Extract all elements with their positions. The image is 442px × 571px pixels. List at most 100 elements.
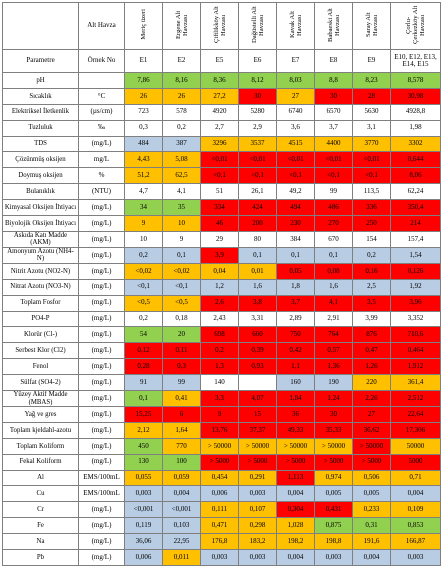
value-cell: 3,1	[352, 119, 391, 137]
value-cell: 494	[276, 199, 315, 217]
data-row: Kimyasal Oksijen İhtiyacı (mg/L) 34 35 334 42…	[2, 199, 441, 217]
value-cell: 3,8	[238, 294, 277, 312]
value-cell: 51	[200, 183, 239, 201]
value-cell: 3770	[352, 135, 391, 153]
value-cell: 334	[200, 199, 239, 217]
value-cell: 0,107	[238, 501, 277, 519]
unit: (mg/L)	[78, 421, 125, 439]
value-cell: 28	[352, 87, 391, 105]
unit: (µs/cm)	[78, 103, 125, 121]
value-cell: <0,1	[124, 278, 163, 296]
value-cell: 0,005	[352, 485, 391, 503]
value-cell: 8,578	[390, 72, 441, 89]
value-cell: 51,2	[124, 167, 163, 185]
basin-cell: Kavak Alt Havzası	[276, 2, 315, 50]
value-cell: 0,31	[352, 517, 391, 535]
value-cell: 13,76	[200, 421, 239, 439]
data-row: Toplam Koliform (mg/L) 450 770 > 50000 > 5000…	[2, 437, 441, 455]
value-cell: 4,1	[162, 183, 201, 201]
unit: (mg/L)	[78, 326, 125, 344]
parameter-name: Nitrat Azotu (NO3-N)	[2, 278, 79, 296]
value-cell: 6570	[314, 103, 353, 121]
parameter-name: Çözünmüş oksijen	[2, 151, 79, 169]
value-cell: > 50000	[200, 437, 239, 455]
value-cell: 99	[162, 374, 201, 392]
value-cell: <0,5	[162, 294, 201, 312]
unit: mg/L	[78, 151, 125, 169]
value-cell: 37,37	[238, 421, 277, 439]
basin-name: Meriç üzeri	[140, 9, 147, 41]
data-row: Cu EMS/100mL 0,003 0,004 0,006 0,003 0,004 0,00…	[2, 485, 441, 503]
value-cell: 35	[162, 199, 201, 217]
data-row: Cr (mg/L) <0,001 <0,001 0,111 0,107 0,304 0,431…	[2, 501, 441, 519]
value-cell: 6740	[276, 103, 315, 121]
value-cell: 0,109	[390, 501, 441, 519]
unit: °C	[78, 87, 125, 105]
parameter-name: Bulanıklık	[2, 183, 79, 201]
value-cell: <0,01	[314, 151, 353, 169]
sample-id: E2	[162, 49, 201, 73]
unit: (mg/L)	[78, 262, 125, 280]
value-cell: 1,8	[276, 278, 315, 296]
unit: (mg/L)	[78, 374, 125, 392]
parameter-name: Askıda Katı Madde (AKM)	[2, 230, 79, 248]
value-cell: 3537	[238, 135, 277, 153]
parameter-name: Yağ ve gres	[2, 406, 79, 423]
basin-name: Dağüstelli Alt Havzası	[250, 6, 265, 44]
value-cell: 27	[276, 87, 315, 105]
value-cell: 160	[276, 374, 315, 392]
parameter-name: Elektriksel İletkenlik	[2, 103, 79, 121]
value-cell: 4,07	[238, 390, 277, 408]
unit: (mg/L)	[78, 199, 125, 217]
data-row: Na (mg/L) 36,06 22,95 176,8 183,2 198,2 198,8 19…	[2, 533, 441, 551]
value-cell: 387	[162, 135, 201, 153]
value-cell: 4,7	[124, 183, 163, 201]
value-cell: 6	[162, 406, 201, 423]
data-row: Sıcaklık °C 26 26 27,2 30 27 30 28 30,98	[2, 87, 441, 105]
unit: %	[78, 167, 125, 185]
parameter-name: Kimyasal Oksijen İhtiyacı	[2, 199, 79, 217]
parameter-name: Sülfat (SO4-2)	[2, 374, 79, 392]
value-cell: 4,1	[314, 294, 353, 312]
value-cell: 80	[238, 230, 277, 248]
value-cell: 0,431	[314, 501, 353, 519]
parameter-name: Klorür (Cl-)	[2, 326, 79, 344]
parameter-heading: Parametre	[2, 49, 79, 73]
value-cell: 1,6	[314, 278, 353, 296]
value-cell: <0,1	[162, 278, 201, 296]
value-cell: <0,1	[314, 167, 353, 185]
value-cell: 8,03	[276, 72, 315, 89]
value-cell: 27,2	[200, 87, 239, 105]
data-row: Çözünmüş oksijen mg/L 4,43 5,08 <0,01 <0,01 <0…	[2, 151, 441, 169]
value-cell: 350,4	[390, 199, 441, 217]
value-cell: 8,06	[390, 167, 441, 185]
value-cell: 157,4	[390, 230, 441, 248]
value-cell: 698	[200, 326, 239, 344]
value-cell: 3,96	[390, 294, 441, 312]
unit: (NTU)	[78, 183, 125, 201]
value-cell: 140	[200, 374, 239, 392]
value-cell: > 50000	[238, 437, 277, 455]
value-cell: 4400	[314, 135, 353, 153]
value-cell: 0,875	[314, 517, 353, 535]
value-cell: 3,7	[314, 119, 353, 137]
data-row: Nitrat Azotu (NO3-N) (mg/L) <0,1 <0,1 1,2 1,6…	[2, 278, 441, 296]
value-cell: <0,001	[124, 501, 163, 519]
value-cell: 0,16	[352, 262, 391, 280]
unit	[78, 72, 125, 89]
value-cell: 8,12	[238, 72, 277, 89]
value-cell: 2,5	[352, 278, 391, 296]
value-cell: 0,41	[162, 390, 201, 408]
value-cell: 230	[276, 215, 315, 232]
value-cell: 0,119	[124, 517, 163, 535]
value-cell: 4,43	[124, 151, 163, 169]
parameter-name: Nitrit Azotu (NO2-N)	[2, 262, 79, 280]
value-cell: <0,1	[200, 167, 239, 185]
parameter-name: Cr	[2, 501, 79, 519]
parameter-name: Fenol	[2, 358, 79, 376]
value-cell: 0,42	[276, 342, 315, 360]
value-cell: 100	[162, 453, 201, 471]
value-cell: 2,9	[238, 119, 277, 137]
basin-cell: Ergene Alt Havzası	[162, 2, 201, 50]
data-row: Yağ ve gres (mg/L) 15,25 6 9 15 36 30 27 22,64	[2, 406, 441, 423]
